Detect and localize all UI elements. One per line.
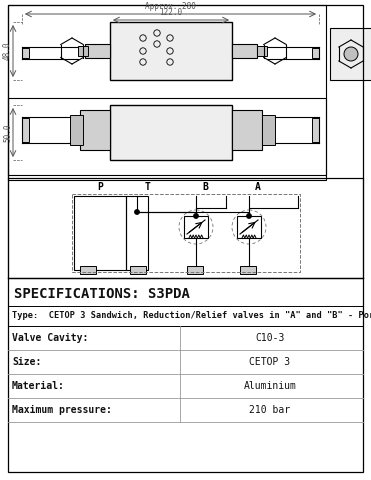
Bar xyxy=(232,110,262,150)
Bar xyxy=(232,44,257,58)
Bar xyxy=(85,44,110,58)
Text: A: A xyxy=(255,182,261,192)
Circle shape xyxy=(247,214,251,218)
Bar xyxy=(80,110,110,150)
Text: Type:  CETOP 3 Sandwich, Reduction/Relief valves in "A" and "B" - Ports: Type: CETOP 3 Sandwich, Reduction/Relief… xyxy=(12,312,371,321)
Bar xyxy=(126,196,148,270)
Text: B: B xyxy=(202,182,208,192)
Bar xyxy=(8,178,363,278)
Bar xyxy=(74,196,126,270)
Text: 210 bar: 210 bar xyxy=(249,405,290,415)
Text: 50.0: 50.0 xyxy=(3,123,12,142)
Bar xyxy=(78,46,88,56)
Bar xyxy=(187,266,203,274)
Text: 122.0: 122.0 xyxy=(160,8,183,17)
Text: Size:: Size: xyxy=(12,357,42,367)
Bar xyxy=(312,118,319,142)
Bar xyxy=(130,266,146,274)
Text: T: T xyxy=(145,182,151,192)
Bar xyxy=(312,48,319,58)
Text: Maximum pressure:: Maximum pressure: xyxy=(12,405,112,415)
Bar xyxy=(8,5,326,180)
Text: C10-3: C10-3 xyxy=(255,333,285,343)
Text: Approx. 280: Approx. 280 xyxy=(145,2,196,11)
Bar xyxy=(22,48,29,58)
Circle shape xyxy=(194,214,198,218)
Bar xyxy=(330,28,371,80)
Bar xyxy=(22,118,29,142)
Text: SPECIFICATIONS: S3PDA: SPECIFICATIONS: S3PDA xyxy=(14,287,190,301)
Bar xyxy=(240,266,256,274)
Text: Aluminium: Aluminium xyxy=(244,381,296,391)
Bar xyxy=(237,216,261,238)
Circle shape xyxy=(135,210,139,214)
Bar xyxy=(70,115,83,145)
Text: P: P xyxy=(97,182,103,192)
Text: Material:: Material: xyxy=(12,381,65,391)
Bar xyxy=(80,266,96,274)
Text: 48.0: 48.0 xyxy=(3,42,12,60)
Bar xyxy=(257,46,267,56)
Text: Valve Cavity:: Valve Cavity: xyxy=(12,333,88,343)
Bar xyxy=(262,115,275,145)
Bar xyxy=(110,22,232,80)
Bar xyxy=(110,105,232,160)
Bar xyxy=(8,98,326,175)
Bar xyxy=(184,216,208,238)
Circle shape xyxy=(344,47,358,61)
Text: CETOP 3: CETOP 3 xyxy=(249,357,290,367)
